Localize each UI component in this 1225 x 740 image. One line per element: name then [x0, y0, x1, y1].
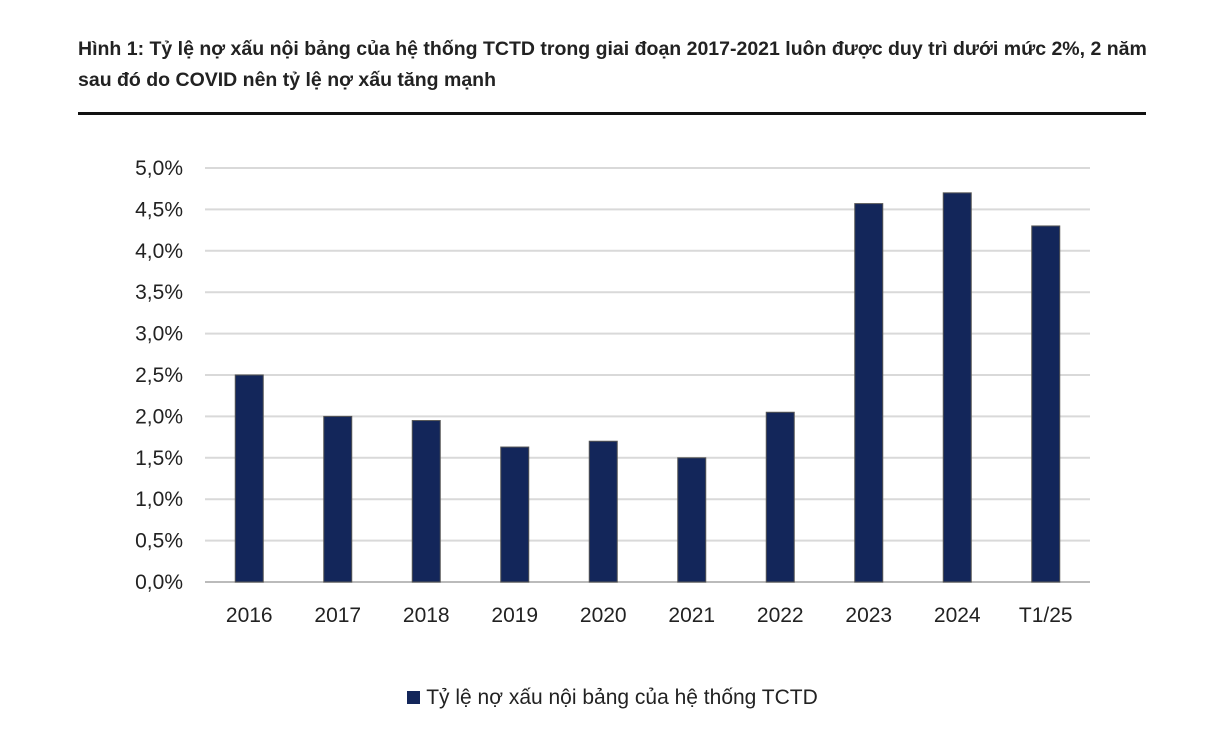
bar-2022 — [765, 411, 795, 583]
x-tick-label: 2021 — [668, 604, 715, 627]
x-tick-label: 2018 — [403, 604, 450, 627]
bar-2023 — [854, 203, 884, 583]
bar-2016 — [234, 374, 264, 583]
figure-title: Hình 1: Tỷ lệ nợ xấu nội bảng của hệ thố… — [78, 38, 1147, 91]
title-divider — [78, 112, 1146, 115]
y-tick-label: 2,5% — [135, 364, 183, 387]
x-tick-label: 2024 — [934, 604, 981, 627]
y-tick-label: 4,5% — [135, 198, 183, 221]
y-tick-label: 5,0% — [135, 157, 183, 180]
x-tick-label: T1/25 — [1019, 604, 1073, 627]
y-tick-label: 1,5% — [135, 447, 183, 470]
y-tick-label: 0,0% — [135, 571, 183, 594]
legend-swatch — [407, 691, 421, 704]
bar-chart: 0,0% 0,5% 1,0% 1,5% 2,0% 2,5% 3,0% 3,5% 4,0% 4,5%… — [135, 157, 1090, 627]
x-tick-label: 2019 — [491, 604, 538, 627]
x-tick-label: 2020 — [580, 604, 627, 627]
y-tick-label: 3,0% — [135, 323, 183, 346]
y-tick-label: 2,0% — [135, 405, 183, 428]
y-tick-label: 4,0% — [135, 240, 183, 263]
bar-2024 — [942, 192, 972, 583]
bar-T1/25 — [1031, 225, 1061, 583]
bar-2020 — [588, 440, 618, 583]
legend-label: Tỷ lệ nợ xấu nội bảng của hệ thống TCTD — [426, 686, 818, 709]
x-tick-label: 2023 — [845, 604, 892, 627]
y-tick-label: 0,5% — [135, 530, 183, 553]
legend: Tỷ lệ nợ xấu nội bảng của hệ thống TCTD — [0, 686, 1225, 710]
bar-2017 — [323, 415, 353, 583]
y-tick-label: 1,0% — [135, 488, 183, 511]
x-tick-label: 2016 — [226, 604, 273, 627]
bar-2021 — [677, 457, 707, 583]
x-tick-label: 2017 — [314, 604, 361, 627]
bar-2018 — [411, 420, 441, 583]
y-tick-label: 3,5% — [135, 281, 183, 304]
bar-2019 — [500, 446, 530, 583]
x-tick-label: 2022 — [757, 604, 804, 627]
